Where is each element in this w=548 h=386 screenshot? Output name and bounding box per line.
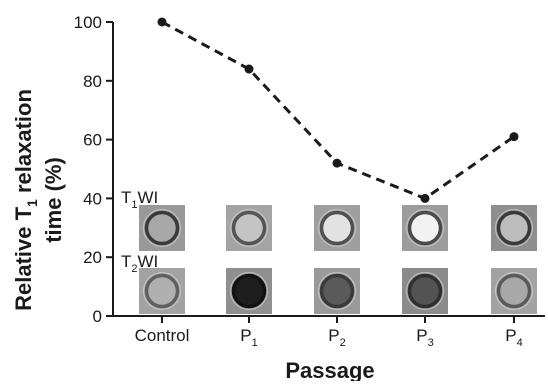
y-tick-label: 100 — [74, 13, 102, 32]
data-series — [157, 17, 519, 203]
x-tick-label: P1 — [240, 326, 257, 349]
phantom-image — [491, 205, 537, 251]
phantom-image — [226, 268, 272, 314]
y-tick-label: 40 — [83, 189, 102, 208]
y-tick-label: 0 — [93, 307, 102, 326]
phantom-row-label: T1WI — [121, 188, 158, 211]
y-tick-label: 60 — [83, 131, 102, 150]
phantom-image — [139, 268, 185, 314]
y-axis-title: Relative T1 relaxation time (%) — [11, 89, 66, 311]
y-tick-label: 20 — [83, 248, 102, 267]
y-axis-title-line1: Relative T1 relaxation — [11, 89, 40, 311]
y-axis-title-line2: time (%) — [41, 157, 66, 243]
x-axis-title: Passage — [285, 358, 374, 381]
phantom-image — [139, 205, 185, 251]
phantom-image — [314, 268, 360, 314]
series-line — [161, 20, 515, 201]
data-point — [420, 193, 430, 203]
phantom-image — [402, 268, 448, 314]
phantom-image — [402, 205, 448, 251]
data-point — [509, 132, 519, 142]
x-tick-label: P3 — [416, 326, 433, 349]
x-tick-label: Control — [135, 326, 190, 345]
phantom-image — [491, 268, 537, 314]
phantom-images: T1WI T2WI — [121, 188, 537, 314]
x-tick-label: P4 — [505, 326, 522, 349]
x-ticks: Control P1 P2 P3 P4 — [135, 316, 523, 349]
phantom-row-label: T2WI — [121, 252, 158, 275]
x-tick-label: P2 — [328, 326, 345, 349]
data-point — [244, 64, 254, 74]
y-ticks: 0 20 40 60 80 100 — [74, 13, 113, 326]
data-point — [332, 158, 342, 168]
phantom-image — [314, 205, 360, 251]
y-tick-label: 80 — [83, 72, 102, 91]
phantom-image — [226, 205, 272, 251]
data-point — [157, 17, 167, 27]
